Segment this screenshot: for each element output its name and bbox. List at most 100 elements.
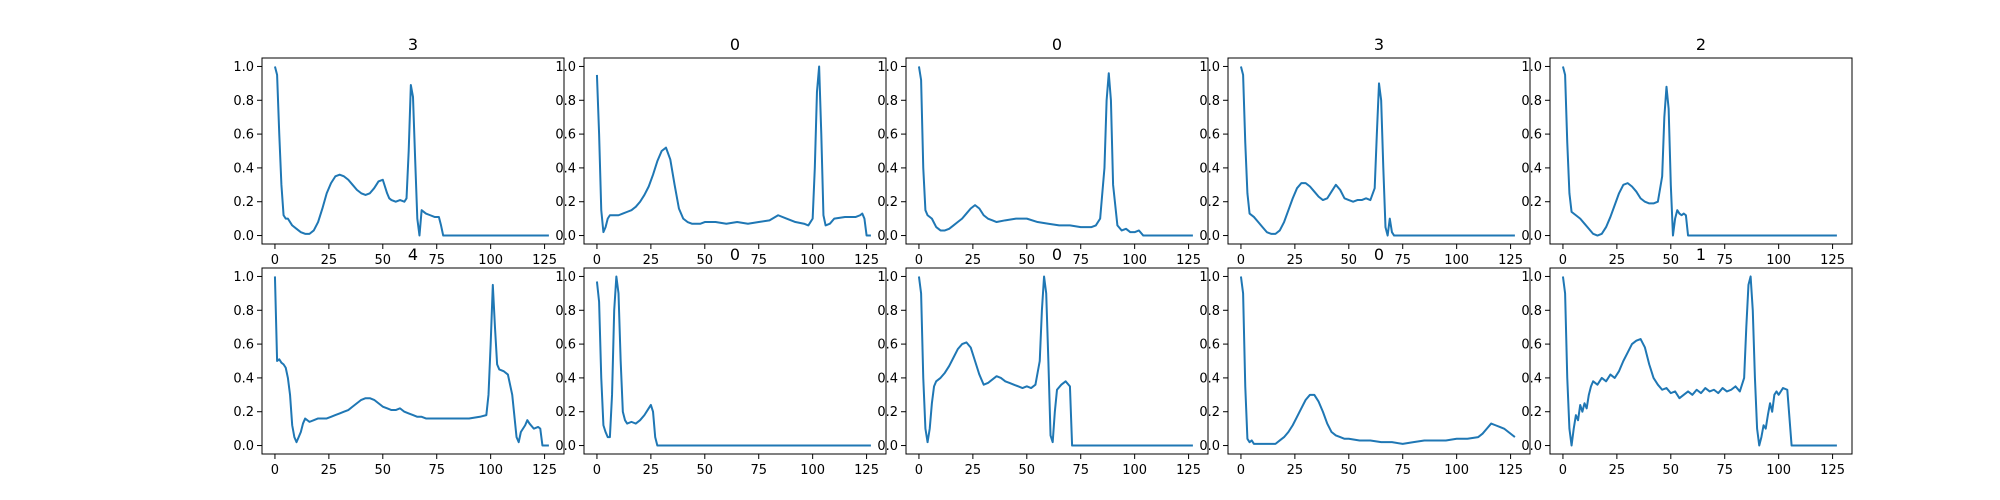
x-tick-label: 75 (1072, 463, 1089, 478)
y-tick-label: 0.2 (877, 405, 898, 420)
x-tick-label: 125 (854, 463, 879, 478)
y-tick-label: 0.4 (555, 371, 576, 386)
y-tick-label: 1.0 (1199, 270, 1220, 285)
x-tick-label: 50 (1019, 463, 1036, 478)
x-tick-label: 100 (1766, 463, 1791, 478)
axes-frame (1549, 267, 1853, 455)
axes-frame (905, 267, 1209, 455)
y-tick-label: 0.4 (877, 161, 898, 176)
x-tick-label: 25 (643, 253, 660, 268)
y-tick-label: 1.0 (877, 60, 898, 75)
x-tick-label: 100 (1122, 253, 1147, 268)
subplot-2: 0 0 25 50 75 100 125 0.0 0.2 0.4 0.6 0.8 1.0 (555, 35, 887, 268)
x-tick-label: 50 (1663, 463, 1680, 478)
y-tick-label: 0.8 (233, 304, 254, 319)
x-tick-label: 0 (1559, 253, 1567, 268)
x-tick-label: 75 (1394, 253, 1411, 268)
subplot-title: 1 (1696, 245, 1706, 264)
y-tick-label: 0.0 (233, 229, 254, 244)
x-tick-label: 50 (1663, 253, 1680, 268)
subplot-6: 4 0 25 50 75 100 125 0.0 0.2 0.4 0.6 0.8 1.0 (233, 245, 565, 478)
y-tick-label: 1.0 (555, 270, 576, 285)
subplot-8: 0 0 25 50 75 100 125 0.0 0.2 0.4 0.6 0.8 1.0 (877, 245, 1209, 478)
y-tick-label: 0.6 (1199, 128, 1220, 143)
y-tick-label: 1.0 (1521, 60, 1542, 75)
subplot-9: 0 0 25 50 75 100 125 0.0 0.2 0.4 0.6 0.8 1.0 (1199, 245, 1531, 478)
x-tick-label: 0 (271, 253, 279, 268)
y-tick-label: 0.8 (555, 94, 576, 109)
y-tick-label: 0.0 (877, 439, 898, 454)
x-tick-label: 75 (1716, 463, 1733, 478)
y-tick-label: 0.0 (233, 439, 254, 454)
x-tick-label: 25 (1287, 463, 1304, 478)
subplot-title: 0 (730, 35, 740, 54)
y-tick-label: 0.2 (877, 195, 898, 210)
x-tick-label: 100 (1766, 253, 1791, 268)
y-tick-label: 0.2 (233, 195, 254, 210)
subplot-3: 0 0 25 50 75 100 125 0.0 0.2 0.4 0.6 0.8 1.0 (877, 35, 1209, 268)
y-tick-label: 0.4 (877, 371, 898, 386)
y-tick-label: 1.0 (1199, 60, 1220, 75)
x-tick-label: 0 (593, 253, 601, 268)
x-tick-label: 0 (1237, 463, 1245, 478)
x-tick-label: 0 (271, 463, 279, 478)
y-tick-label: 0.2 (555, 405, 576, 420)
series-line (595, 65, 871, 237)
y-tick-label: 0.6 (233, 338, 254, 353)
y-tick-label: 1.0 (233, 270, 254, 285)
y-tick-label: 0.2 (1521, 195, 1542, 210)
y-tick-label: 0.6 (1199, 338, 1220, 353)
y-tick-label: 0.0 (1199, 439, 1220, 454)
x-tick-label: 0 (1237, 253, 1245, 268)
y-tick-label: 0.4 (1521, 161, 1542, 176)
x-tick-label: 100 (478, 253, 503, 268)
series-line (1561, 275, 1837, 447)
y-tick-label: 0.8 (1199, 304, 1220, 319)
x-tick-label: 0 (1559, 463, 1567, 478)
y-tick-label: 0.6 (877, 338, 898, 353)
series-line (273, 66, 549, 237)
y-tick-label: 0.4 (555, 161, 576, 176)
y-tick-label: 0.8 (1521, 304, 1542, 319)
x-tick-label: 75 (1072, 253, 1089, 268)
x-tick-label: 25 (1287, 253, 1304, 268)
x-tick-label: 100 (800, 253, 825, 268)
subplot-10: 1 0 25 50 75 100 125 0.0 0.2 0.4 0.6 0.8 1.0 (1521, 245, 1853, 478)
x-tick-label: 100 (800, 463, 825, 478)
y-tick-label: 1.0 (555, 60, 576, 75)
x-tick-label: 25 (321, 253, 338, 268)
y-tick-label: 0.2 (1199, 195, 1220, 210)
axes-frame (1549, 57, 1853, 245)
series-line (917, 275, 1193, 447)
subplot-title: 0 (1374, 245, 1384, 264)
y-tick-label: 0.6 (1521, 338, 1542, 353)
subplot-4: 3 0 25 50 75 100 125 0.0 0.2 0.4 0.6 0.8 1.0 (1199, 35, 1531, 268)
x-tick-label: 25 (965, 253, 982, 268)
y-tick-label: 0.0 (1521, 229, 1542, 244)
x-tick-label: 75 (1716, 253, 1733, 268)
axes-frame (1227, 57, 1531, 245)
y-tick-label: 0.4 (233, 371, 254, 386)
x-tick-label: 75 (750, 463, 767, 478)
y-tick-label: 1.0 (877, 270, 898, 285)
x-tick-label: 0 (915, 463, 923, 478)
axes-frame (261, 267, 565, 455)
subplot-title: 4 (408, 245, 418, 264)
series-line (1239, 276, 1516, 445)
y-tick-label: 0.8 (1521, 94, 1542, 109)
y-tick-label: 0.2 (1199, 405, 1220, 420)
y-tick-label: 0.8 (877, 304, 898, 319)
x-tick-label: 125 (1176, 463, 1201, 478)
axes-frame (261, 57, 565, 245)
y-tick-label: 0.8 (555, 304, 576, 319)
y-tick-label: 0.8 (233, 94, 254, 109)
y-tick-label: 0.6 (877, 128, 898, 143)
y-tick-label: 0.4 (1199, 161, 1220, 176)
axes-frame (583, 267, 887, 455)
y-tick-label: 0.4 (1199, 371, 1220, 386)
x-tick-label: 0 (915, 253, 923, 268)
x-tick-label: 125 (1176, 253, 1201, 268)
series-line (273, 276, 549, 447)
